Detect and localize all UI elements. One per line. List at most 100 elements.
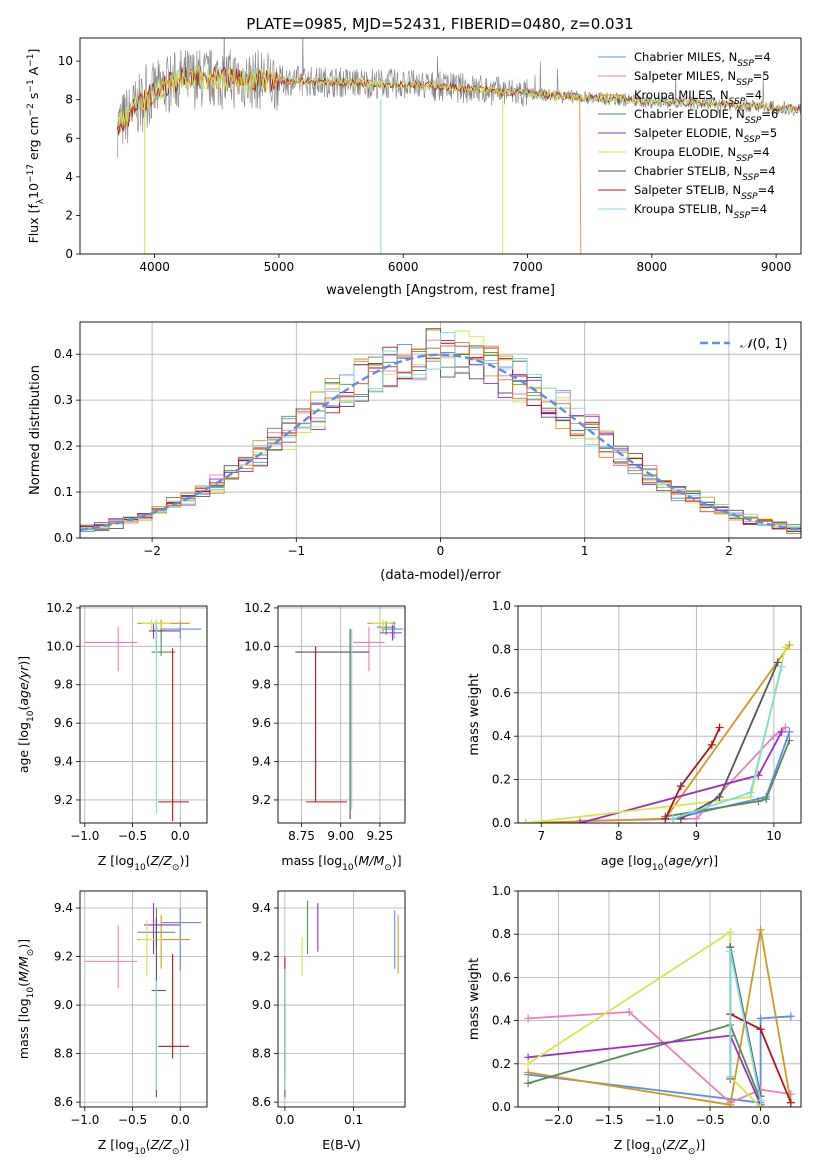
residuals-panel: −2 −1 0 1 2 0.0 0.1 0.2 0.3 0.4 𝒩(0, 1) (data-model… bbox=[28, 321, 802, 583]
y-tick-label: 9.4 bbox=[252, 901, 271, 915]
x-axis-label: E(B-V) bbox=[322, 1137, 361, 1152]
legend-label: Chabrier MILES, NSSP=4 bbox=[634, 50, 771, 69]
y-tick-label: 8.8 bbox=[54, 1047, 73, 1061]
series-marker bbox=[707, 740, 716, 749]
x-tick-label: 0.0 bbox=[275, 1113, 294, 1127]
y-tick-label: 8 bbox=[65, 93, 73, 107]
x-tick-label: −2.0 bbox=[544, 1113, 573, 1127]
x-tick-label: −1.0 bbox=[70, 1113, 99, 1127]
x-tick-label: 0.1 bbox=[344, 1113, 363, 1127]
axes-frame bbox=[79, 890, 208, 1108]
series-marker bbox=[726, 947, 735, 956]
spectrum-lines bbox=[116, 38, 801, 254]
series-marker bbox=[715, 723, 724, 732]
series-marker bbox=[726, 1072, 735, 1081]
legend-label: Salpeter MILES, NSSP=5 bbox=[634, 69, 770, 88]
series-line bbox=[528, 1034, 762, 1106]
series-marker bbox=[769, 732, 778, 741]
series-marker bbox=[762, 795, 771, 804]
x-tick-label: 2 bbox=[725, 544, 733, 558]
series-marker bbox=[524, 1059, 533, 1068]
series-layer bbox=[524, 925, 795, 1107]
x-tick-label: −2 bbox=[143, 544, 161, 558]
y-tick-label: 10.2 bbox=[244, 601, 271, 615]
spectrum-model-line bbox=[116, 66, 801, 135]
y-tick-label: 9.0 bbox=[252, 998, 271, 1012]
series-marker bbox=[754, 797, 763, 806]
y-tick-label: 1.0 bbox=[492, 599, 511, 613]
mass-weight-vs-age-panel: 7 8 9 10 0.0 0.2 0.4 0.6 0.8 1.0 age [log10(age/yr… bbox=[467, 599, 802, 873]
x-tick-label: −0.5 bbox=[118, 1113, 147, 1127]
x-tick-label: 1 bbox=[581, 544, 589, 558]
y-tick-label: 9.8 bbox=[54, 678, 73, 692]
x-axis-label: age [log10(age/yr)] bbox=[601, 853, 718, 873]
axes-frame bbox=[79, 37, 802, 255]
y-tick-label: 8.8 bbox=[252, 1047, 271, 1061]
legend-label: Chabrier STELIB, NSSP=4 bbox=[634, 164, 776, 183]
series-marker bbox=[669, 814, 678, 823]
y-tick-label: 8.6 bbox=[252, 1095, 271, 1109]
x-tick-label: −1.5 bbox=[594, 1113, 623, 1127]
y-tick-label: 9.2 bbox=[252, 950, 271, 964]
age-vs-mass-panel: 8.75 9.00 9.25 9.2 9.4 9.6 9.8 10.0 10.2 mass [lo… bbox=[244, 601, 406, 873]
series-marker bbox=[781, 643, 790, 652]
x-tick-label: −1 bbox=[287, 544, 305, 558]
x-tick-label: −1.0 bbox=[70, 829, 99, 843]
legend-label: Salpeter ELODIE, NSSP=5 bbox=[634, 126, 777, 145]
legend-label: 𝒩(0, 1) bbox=[740, 337, 787, 352]
y-tick-label: 9.2 bbox=[252, 793, 271, 807]
series-marker bbox=[777, 662, 786, 671]
x-axis-label: Z [log10(Z/Z⊙)] bbox=[614, 1137, 705, 1157]
y-tick-label: 0.4 bbox=[492, 1014, 511, 1028]
age-vs-Z-panel: −1.0 −0.5 0.0 9.2 9.4 9.6 9.8 10.0 10.2 Z [log10(… bbox=[16, 601, 208, 873]
y-axis-label: mass weight bbox=[467, 958, 482, 1040]
figure-title: PLATE=0985, MJD=52431, FIBERID=0480, z=0… bbox=[246, 15, 633, 33]
y-tick-label: 0.3 bbox=[54, 393, 73, 407]
y-tick-label: 9.8 bbox=[252, 678, 271, 692]
x-tick-label: 9.25 bbox=[367, 829, 394, 843]
y-tick-label: 0.8 bbox=[492, 927, 511, 941]
series-line bbox=[527, 930, 762, 1107]
legend-label: Kroupa STELIB, NSSP=4 bbox=[634, 202, 767, 221]
legend-label: Kroupa ELODIE, NSSP=4 bbox=[634, 145, 770, 164]
x-axis-label: Z [log10(Z/Z⊙)] bbox=[98, 853, 189, 873]
y-tick-label: 0.8 bbox=[492, 642, 511, 656]
y-tick-label: 10.0 bbox=[46, 639, 73, 653]
y-axis-label: mass [log10(M/M⊙)] bbox=[16, 939, 36, 1059]
y-tick-label: 0.0 bbox=[492, 1100, 511, 1114]
series-marker bbox=[692, 814, 701, 823]
series-line bbox=[579, 731, 783, 823]
spectrum-data-line bbox=[117, 38, 801, 158]
series-marker bbox=[625, 1007, 634, 1016]
x-tick-label: 8 bbox=[615, 829, 623, 843]
axes-frame bbox=[517, 605, 802, 824]
y-tick-label: 9.4 bbox=[54, 755, 73, 769]
errorbar-layer bbox=[84, 619, 202, 822]
series-marker bbox=[661, 814, 670, 823]
y-axis-label: Flux [fλ10−17 erg cm−2 s−1 A−1] bbox=[26, 49, 46, 244]
y-tick-label: 0.0 bbox=[492, 816, 511, 830]
series-marker bbox=[524, 1068, 533, 1077]
series-marker bbox=[786, 1012, 795, 1021]
series-marker bbox=[756, 925, 765, 934]
series-marker bbox=[785, 736, 794, 745]
series-marker bbox=[756, 1096, 765, 1105]
spectrum-model-line bbox=[116, 67, 582, 254]
x-tick-label: 7 bbox=[537, 829, 545, 843]
y-tick-label: 9.6 bbox=[252, 716, 271, 730]
x-tick-label: −0.5 bbox=[695, 1113, 724, 1127]
x-axis-label: mass [log10(M/M⊙)] bbox=[281, 853, 401, 873]
y-tick-label: 0 bbox=[65, 247, 73, 261]
x-tick-label: 6000 bbox=[388, 260, 419, 274]
y-tick-label: 0.2 bbox=[492, 1057, 511, 1071]
y-tick-label: 9.0 bbox=[54, 998, 73, 1012]
errorbar-layer bbox=[84, 903, 202, 1098]
y-tick-label: 6 bbox=[65, 131, 73, 145]
x-axis-label: Z [log10(Z/Z⊙)] bbox=[98, 1137, 189, 1157]
y-tick-label: 10.2 bbox=[46, 601, 73, 615]
x-tick-label: 9.00 bbox=[327, 829, 354, 843]
x-tick-label: 0.0 bbox=[171, 1113, 190, 1127]
gaussian-curve bbox=[80, 353, 801, 532]
mass-vs-Z-panel: −1.0 −0.5 0.0 8.6 8.8 9.0 9.2 9.4 Z [log10(Z/Z⊙)… bbox=[16, 890, 208, 1157]
x-axis-label: wavelength [Angstrom, rest frame] bbox=[326, 283, 555, 298]
